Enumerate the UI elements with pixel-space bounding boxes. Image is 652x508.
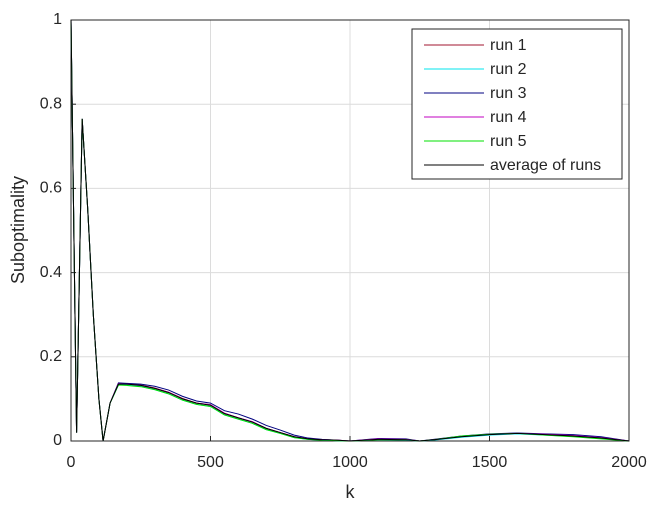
y-tick-label: 0 xyxy=(53,432,62,449)
x-axis-label: k xyxy=(346,482,356,502)
series-line xyxy=(70,19,630,442)
y-tick-label: 0.6 xyxy=(40,180,62,197)
x-tick-label: 1000 xyxy=(332,454,368,471)
y-tick-label: 0.8 xyxy=(40,95,62,112)
legend-label: run 3 xyxy=(490,85,527,102)
y-tick-label: 0.4 xyxy=(40,264,62,281)
legend-label: run 1 xyxy=(490,37,527,54)
y-tick-label: 0.2 xyxy=(40,348,62,365)
x-tick-label: 500 xyxy=(197,454,224,471)
x-tick-label: 1500 xyxy=(472,454,508,471)
x-tick-label: 0 xyxy=(67,454,76,471)
y-tick-label: 1 xyxy=(53,11,62,28)
legend-label: average of runs xyxy=(490,157,601,174)
legend-box xyxy=(411,28,623,180)
x-tick-label: 2000 xyxy=(611,454,647,471)
legend-label: run 4 xyxy=(490,109,527,126)
legend-label: run 5 xyxy=(490,133,527,150)
y-axis-label: Suboptimality xyxy=(8,176,28,284)
legend-label: run 2 xyxy=(490,61,527,78)
